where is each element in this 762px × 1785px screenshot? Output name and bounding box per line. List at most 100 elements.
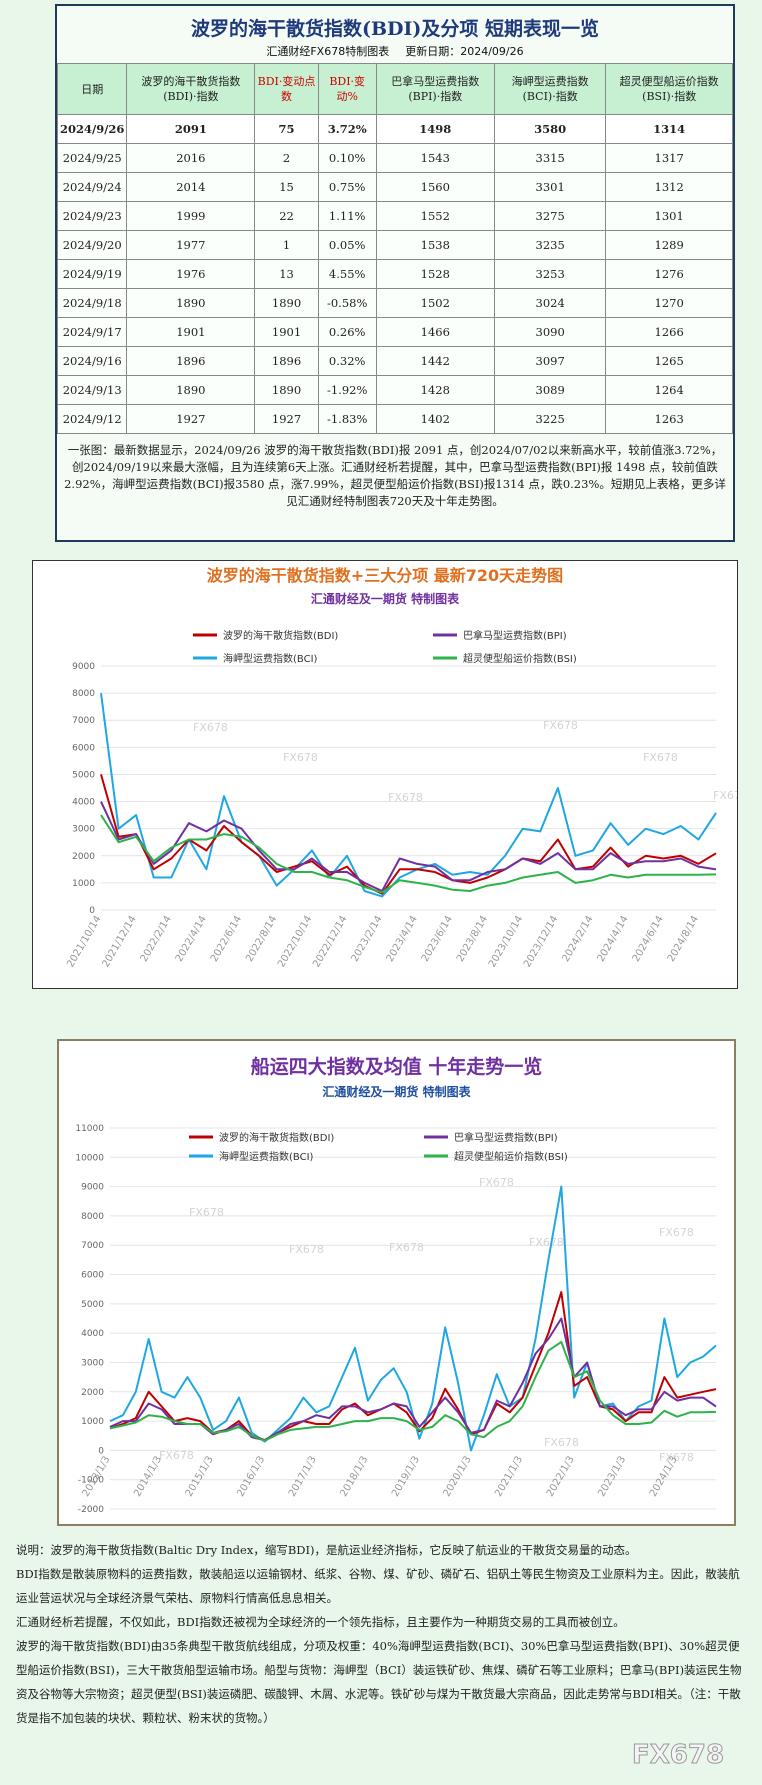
x-tick-label: 2019/1/3 xyxy=(390,1454,422,1498)
legend-label: 波罗的海干散货指数(BDI) xyxy=(219,1131,334,1144)
table-cell: 1402 xyxy=(375,404,495,434)
table-cell: 1498 xyxy=(375,114,495,144)
watermark: FX678 xyxy=(544,1436,579,1449)
y-tick-label: 6000 xyxy=(81,1271,104,1281)
x-tick-label: 2020/1/3 xyxy=(442,1454,474,1498)
table-cell: 3580 xyxy=(493,114,607,144)
x-tick-label: 2022/12/14 xyxy=(311,914,349,969)
watermark: FX678 xyxy=(659,1226,694,1239)
summary-panel: 波罗的海干散货指数(BDI)及分项 短期表现一览 汇通财经FX678特制图表 更新… xyxy=(55,4,735,542)
table-cell: 0.75% xyxy=(317,172,377,202)
watermark: FX678 xyxy=(388,791,423,804)
series-line xyxy=(100,692,717,898)
table-cell: 1317 xyxy=(605,143,733,173)
table-cell: 1999 xyxy=(126,201,256,231)
table-cell: 1442 xyxy=(375,346,495,376)
watermark: FX678 xyxy=(159,1449,194,1462)
table-cell: 3225 xyxy=(493,404,607,434)
legend-label: 巴拿马型运费指数(BPI) xyxy=(454,1131,558,1144)
table-cell: 1890 xyxy=(254,375,319,405)
table-cell: 1901 xyxy=(254,317,319,347)
table-cell: 1.11% xyxy=(317,201,377,231)
table-cell: 2024/9/13 xyxy=(56,375,128,405)
x-tick-label: 2014/1/3 xyxy=(132,1454,164,1498)
watermark: FX678 xyxy=(479,1176,514,1189)
table-cell: 1466 xyxy=(375,317,495,347)
table-cell: 1896 xyxy=(126,346,256,376)
y-tick-label: 0 xyxy=(89,906,95,916)
y-tick-label: 4000 xyxy=(81,1329,104,1339)
y-tick-label: 11000 xyxy=(75,1124,104,1134)
notes: 说明：波罗的海干散货指数(Baltic Dry Index，缩写BDI)，是航运… xyxy=(16,1538,748,1730)
y-tick-label: 3000 xyxy=(81,1358,104,1368)
y-tick-label: -2000 xyxy=(78,1505,104,1515)
table-cell: 1428 xyxy=(375,375,495,405)
column-header: 日期 xyxy=(56,63,128,115)
summary-text: 一张图：最新数据显示，2024/09/26 波罗的海干散货指数(BDI)报 20… xyxy=(64,443,726,508)
table-cell: 2024/9/18 xyxy=(56,288,128,318)
table-cell: 2024/9/17 xyxy=(56,317,128,347)
table-cell: 1265 xyxy=(605,346,733,376)
series-line xyxy=(109,1185,717,1452)
chart-box: 船运四大指数及均值 十年走势一览 汇通财经及一期货 特制图表 -2000 -1000 0… xyxy=(57,1039,736,1526)
table-cell: 1264 xyxy=(605,375,733,405)
y-tick-label: 8000 xyxy=(72,689,95,699)
table-row: 2024/9/17 1901 1901 0.26% 1466 3090 1266 xyxy=(56,317,733,347)
chart-box: 波罗的海干散货指数+三大分项 最新720天走势图 汇通财经及一期货 特制图表 0 10… xyxy=(32,560,748,989)
table-cell: 2024/9/16 xyxy=(56,346,128,376)
table-cell: 1502 xyxy=(375,288,495,318)
x-tick-label: 2024/8/14 xyxy=(666,914,701,964)
x-tick-label: 2024/4/14 xyxy=(596,914,631,964)
y-tick-label: 8000 xyxy=(81,1212,104,1222)
column-header: 海岬型运费指数(BCI)·指数 xyxy=(493,63,607,115)
watermark: FX678 xyxy=(193,721,228,734)
table-cell: 3089 xyxy=(493,375,607,405)
y-tick-label: -1000 xyxy=(78,1476,104,1486)
x-tick-label: 2022/4/14 xyxy=(174,914,209,964)
note-paragraph: 说明：波罗的海干散货指数(Baltic Dry Index，缩写BDI)，是航运… xyxy=(16,1543,637,1557)
panel-title: 波罗的海干散货指数(BDI)及分项 短期表现一览 xyxy=(190,18,600,40)
table-cell: 22 xyxy=(254,201,319,231)
note-paragraph: BDI指数是散装原物料的运费指数，散装船运以运输钢材、纸浆、谷物、煤、矿砂、磷矿… xyxy=(16,1567,740,1605)
table-cell: 1312 xyxy=(605,172,733,202)
table-cell: 0.05% xyxy=(317,230,377,260)
table-cell: 3024 xyxy=(493,288,607,318)
data-table: 日期 波罗的海干散货指数(BDI)·指数 BDI·变动点数 BDI·变动% 巴拿马型运费… xyxy=(56,63,733,434)
table-cell: 1538 xyxy=(375,230,495,260)
column-header: BDI·变动点数 xyxy=(254,63,319,115)
series-line xyxy=(100,814,717,894)
x-tick-label: 2021/1/3 xyxy=(493,1454,525,1498)
x-tick-label: 2023/12/14 xyxy=(522,914,560,969)
watermark: FX678 xyxy=(713,789,737,802)
table-cell: 1890 xyxy=(126,288,256,318)
table-cell: 15 xyxy=(254,172,319,202)
table-cell: 2024/9/12 xyxy=(56,404,128,434)
table-cell: 0.26% xyxy=(317,317,377,347)
table-row: 2024/9/25 2016 2 0.10% 1543 3315 1317 xyxy=(56,143,733,173)
table-cell: 2024/9/23 xyxy=(56,201,128,231)
table-cell: 2014 xyxy=(126,172,256,202)
y-tick-label: 10000 xyxy=(75,1153,104,1163)
table-cell: 1528 xyxy=(375,259,495,289)
chart-subtitle: 汇通财经及一期货 特制图表 xyxy=(311,591,460,606)
table-cell: 0.32% xyxy=(317,346,377,376)
logo: FX678 xyxy=(631,1740,725,1771)
legend-label: 超灵便型船运价指数(BSI) xyxy=(454,1150,568,1163)
table-cell: 13 xyxy=(254,259,319,289)
y-tick-label: 1000 xyxy=(81,1417,104,1427)
table-cell: -1.83% xyxy=(317,404,377,434)
source: 汇通财经FX678特制图表 xyxy=(266,45,390,58)
column-header: 波罗的海干散货指数(BDI)·指数 xyxy=(126,63,256,115)
table-cell: 1560 xyxy=(375,172,495,202)
table-cell: 2 xyxy=(254,143,319,173)
watermark: FX678 xyxy=(389,1241,424,1254)
legend-label: 海岬型运费指数(BCI) xyxy=(219,1150,314,1163)
table-cell: 1890 xyxy=(254,288,319,318)
y-tick-label: 1000 xyxy=(72,879,95,889)
table-cell: 3090 xyxy=(493,317,607,347)
column-header: 超灵便型船运价指数(BSI)·指数 xyxy=(605,63,733,115)
panel-subtitle: 汇通财经FX678特制图表 更新日期：2024/09/26 xyxy=(57,43,733,59)
y-tick-label: 3000 xyxy=(72,825,95,835)
table-cell: 1552 xyxy=(375,201,495,231)
